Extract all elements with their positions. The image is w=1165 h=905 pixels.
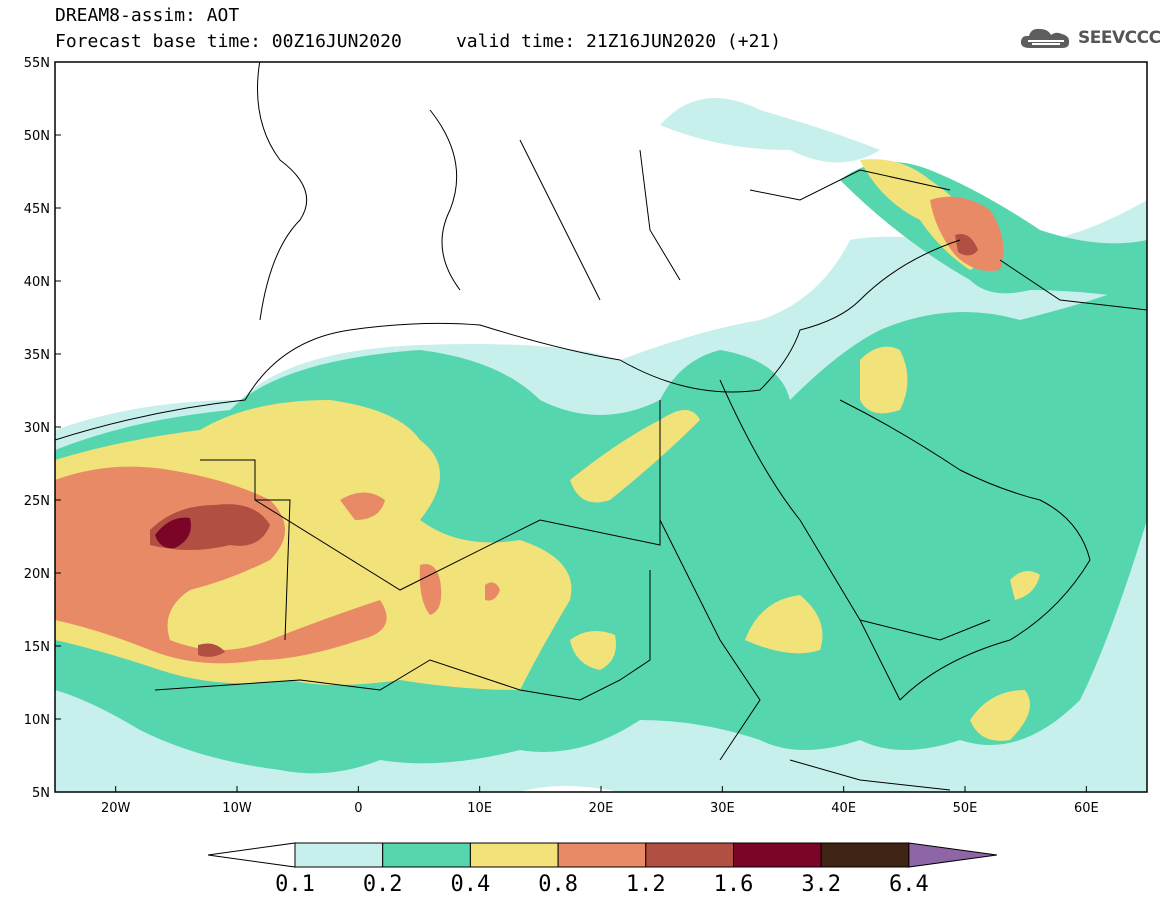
lon-tick-label: 40E: [831, 801, 856, 816]
lon-tick-label: 20W: [101, 801, 131, 816]
colorbar-level-label: 0.4: [450, 872, 491, 897]
lat-tick-label: 5N: [32, 786, 50, 801]
logo-text: SEEVCCC: [1078, 28, 1161, 48]
lat-tick-label: 15N: [24, 640, 50, 655]
colorbar-swatch: [382, 842, 471, 868]
lat-tick-label: 20N: [24, 567, 50, 582]
aot-band-1.6-3.2: [155, 517, 191, 549]
map-title: DREAM8-assim: AOT: [55, 5, 240, 26]
colorbar-swatch: [733, 842, 822, 868]
longitude-axis: 20W 10W 0 10E 20E 30E 40E 50E 60E: [101, 786, 1099, 816]
aot-field: [55, 62, 1147, 792]
colorbar-swatch: [557, 842, 647, 868]
colorbar-over-arrow: [908, 842, 997, 868]
lat-tick-label: 10N: [24, 713, 50, 728]
lon-tick-label: 60E: [1074, 801, 1099, 816]
colorbar-level-label: 3.2: [801, 872, 842, 897]
lon-tick-label: 50E: [953, 801, 978, 816]
colorbar-under-arrow: [207, 842, 296, 868]
aot-band-0.4-0.8: [55, 159, 1040, 741]
seevccc-logo: SEEVCCC: [1018, 24, 1161, 52]
colorbar-level-label: 6.4: [889, 872, 929, 897]
colorbar-level-label: 1.6: [713, 872, 754, 897]
lat-tick-label: 55N: [24, 56, 50, 71]
lat-tick-label: 35N: [24, 348, 50, 363]
lon-tick-label: 10E: [467, 801, 492, 816]
country-borders: [55, 62, 1147, 791]
lon-tick-label: 10W: [222, 801, 252, 816]
colorbar-swatch: [294, 842, 384, 868]
colorbar-level-label: 0.2: [362, 872, 403, 897]
colorbar-level-label: 1.2: [625, 872, 666, 897]
cloud-icon: [1020, 28, 1070, 48]
lon-tick-label: 0: [354, 801, 362, 816]
lat-tick-label: 40N: [24, 275, 50, 290]
lat-tick-label: 50N: [24, 129, 50, 144]
lat-tick-label: 45N: [24, 202, 50, 217]
colorbar-level-label: 0.8: [538, 872, 578, 897]
lon-tick-label: 20E: [589, 801, 614, 816]
colorbar: [207, 842, 997, 868]
colorbar-swatch: [820, 842, 910, 868]
lat-tick-label: 30N: [24, 421, 50, 436]
colorbar-swatch: [645, 842, 734, 868]
aot-band-0.8-1.2: [55, 196, 1004, 664]
lat-tick-label: 25N: [24, 494, 50, 509]
colorbar-swatch: [469, 842, 559, 868]
latitude-axis: 55N 50N 45N 40N 35N 30N 25N 20N 15N 10N 5N: [24, 56, 61, 801]
forecast-time-line: Forecast base time: 00Z16JUN2020 valid t…: [55, 31, 782, 52]
lon-tick-label: 30E: [710, 801, 735, 816]
colorbar-level-label: 0.1: [275, 872, 315, 897]
